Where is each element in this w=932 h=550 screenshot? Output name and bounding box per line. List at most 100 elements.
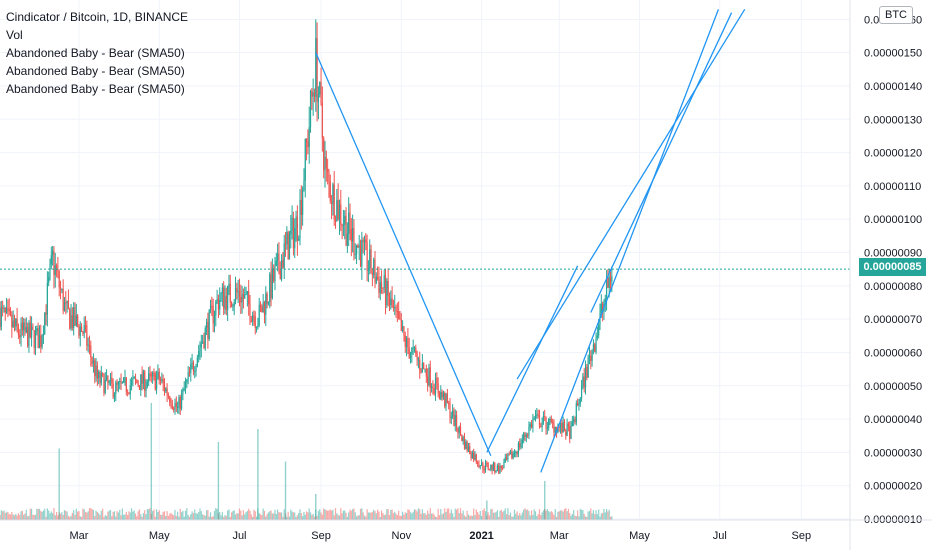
candle-body (27, 327, 29, 347)
volume-bar (319, 509, 321, 520)
currency-badge[interactable]: BTC (879, 6, 913, 24)
candle-body (611, 275, 613, 282)
candle-body (582, 376, 584, 387)
chart-legend: Cindicator / Bitcoin, 1D, BINANCE Vol Ab… (6, 8, 188, 98)
volume-bar (392, 513, 395, 520)
price-tick-label: 0.00000110 (864, 181, 921, 193)
volume-bar (123, 514, 125, 520)
candle-body (308, 127, 310, 148)
volume-bar (577, 510, 579, 520)
candle-body (255, 327, 258, 329)
candle-body (336, 200, 338, 222)
volume-study-label[interactable]: Vol (6, 28, 23, 42)
volume-bar (165, 515, 167, 520)
volume-bar (536, 516, 538, 520)
volume-bar (87, 511, 89, 520)
volume-bar (125, 511, 127, 520)
price-tick-label: 0.00000150 (864, 48, 922, 60)
candle-body (430, 386, 433, 388)
volume-bar (52, 513, 54, 520)
volume-bar (361, 508, 363, 520)
candle-body (192, 362, 195, 372)
chart-grid (0, 0, 850, 520)
volume-bar (449, 513, 451, 520)
volume-bar (37, 508, 39, 520)
candle-body (329, 181, 331, 202)
volume-bar (98, 513, 100, 520)
candle-body (261, 306, 263, 313)
candle-body (227, 286, 229, 310)
volume-bar (53, 508, 55, 520)
study-label[interactable]: Abandoned Baby - Bear (SMA50) (6, 82, 185, 96)
candle-body (559, 423, 562, 428)
candle-body (508, 454, 510, 456)
volume-bar (33, 514, 35, 520)
candle-body (413, 347, 416, 349)
volume-bar (88, 508, 91, 520)
symbol-title[interactable]: Cindicator / Bitcoin, 1D, BINANCE (6, 10, 189, 24)
candle-body (163, 383, 166, 392)
candle-body (536, 414, 538, 417)
volume-bar (70, 515, 72, 520)
volume-bar (8, 513, 10, 520)
volume-bar (224, 515, 226, 520)
volume-bar (365, 516, 367, 520)
candle-body (575, 403, 577, 422)
candle-body (286, 232, 288, 245)
candle-body (453, 410, 455, 426)
volume-bar (482, 510, 484, 520)
candle-body (490, 465, 492, 470)
volume-bar (412, 511, 414, 520)
volume-bar (265, 516, 267, 520)
volume-bar (200, 511, 202, 520)
trend-drawings[interactable] (315, 8, 746, 473)
candle-body (8, 309, 10, 312)
volume-bar (141, 516, 143, 520)
price-axis[interactable]: 0.000000100.000000200.000000300.00000040… (849, 0, 922, 550)
time-axis[interactable]: Mar May Jul Sep Nov 2021 Mar May Jul Sep (0, 519, 932, 542)
candle-body (133, 377, 135, 379)
candle-body (237, 291, 239, 293)
candle-body (87, 344, 89, 346)
candle-body (375, 276, 377, 283)
candle-body (455, 415, 458, 429)
volume-bar (474, 515, 476, 520)
candle-body (323, 138, 325, 171)
volume-bar (108, 510, 110, 520)
candle-body (432, 386, 434, 389)
volume-bar (495, 512, 497, 520)
volume-bar (317, 511, 320, 520)
volume-bar (390, 509, 392, 520)
volume-spike (486, 500, 488, 520)
study-label[interactable]: Abandoned Baby - Bear (SMA50) (6, 64, 185, 78)
volume-bar (63, 510, 66, 520)
volume-bar (424, 513, 426, 520)
candle-body (250, 320, 252, 322)
time-tick-label: Sep (792, 530, 812, 542)
volume-bar (255, 516, 258, 520)
volume-bar (96, 511, 98, 520)
volume-bar (540, 515, 542, 520)
volume-bar (374, 510, 376, 520)
candle-body (215, 301, 217, 316)
volume-bar (378, 511, 380, 520)
candle-body (159, 379, 162, 381)
candle-body (245, 294, 247, 296)
volume-bar (349, 509, 351, 520)
volume-bar (366, 509, 368, 520)
candle-body (130, 380, 133, 386)
study-label[interactable]: Abandoned Baby - Bear (SMA50) (6, 46, 185, 60)
price-tick-label: 0.00000080 (864, 281, 922, 293)
volume-bar (103, 516, 105, 520)
volume-bar (513, 509, 516, 520)
candle-body (263, 302, 266, 315)
candle-body (254, 316, 256, 329)
volume-bar (384, 514, 387, 520)
volume-bar (62, 514, 64, 520)
candle-body (517, 443, 520, 455)
volume-bar (400, 515, 402, 520)
volume-bar (34, 514, 37, 520)
candle-body (80, 326, 83, 332)
candle-body (140, 374, 142, 390)
